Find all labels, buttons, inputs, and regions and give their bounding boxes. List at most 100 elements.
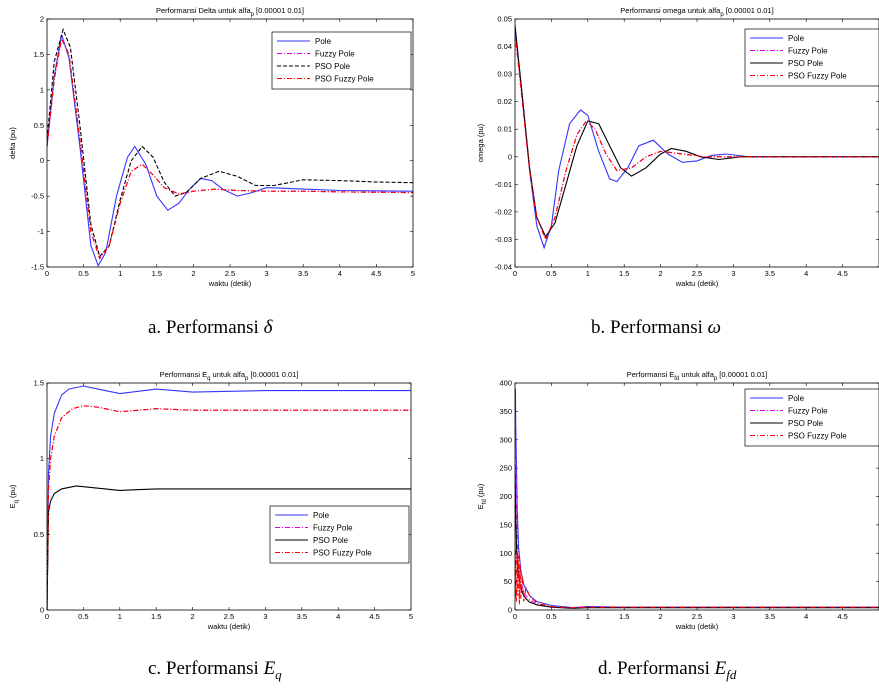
y-axis-label: omega (pu) (476, 123, 485, 162)
y-tick-label: 0.04 (497, 42, 512, 51)
legend-label-pso: PSO Pole (315, 62, 351, 71)
plot-frame (46, 382, 412, 611)
x-tick-label: 1.5 (151, 612, 161, 621)
series-line-pso (47, 27, 413, 258)
legend-label-psofuzzy: PSO Fuzzy Pole (788, 72, 847, 81)
y-tick-label: 0.02 (497, 97, 512, 106)
x-tick-label: 3.5 (298, 269, 308, 278)
y-tick-label: 100 (499, 549, 512, 558)
x-tick-label: 5 (409, 612, 413, 621)
legend-label-pso: PSO Pole (313, 536, 349, 545)
legend: Pole Fuzzy Pole PSO Pole PSO Fuzzy Pole (744, 28, 879, 87)
series-group (515, 388, 879, 609)
legend-label-psofuzzy: PSO Fuzzy Pole (788, 432, 847, 441)
series-line-pso (47, 485, 411, 610)
chart-title: Performansi Efd untuk alfap [0.00001 0.0… (627, 370, 768, 382)
y-tick-label: 2 (40, 15, 44, 24)
x-tick-label: 2.5 (692, 612, 702, 621)
plot-frame (514, 382, 879, 611)
x-axis-label: waktu (detik) (208, 279, 252, 288)
series-group (515, 24, 879, 250)
y-tick-label: 0.05 (497, 15, 512, 24)
legend-label-fuzzy: Fuzzy Pole (788, 47, 828, 56)
legend-label-pole: Pole (313, 511, 330, 520)
x-tick-label: 4.5 (371, 269, 381, 278)
caption-b: b. Performansi ω (591, 317, 721, 339)
caption-d-symbol: E (714, 658, 727, 679)
y-tick-label: -0.02 (495, 207, 512, 216)
chart-title: Performansi omega untuk alfap [0.00001 0… (620, 6, 773, 18)
y-tick-label: -0.01 (495, 180, 512, 189)
x-axis-label: waktu (detik) (675, 622, 719, 631)
y-tick-label: -1.5 (31, 263, 44, 272)
legend: Pole Fuzzy Pole PSO Pole PSO Fuzzy Pole (744, 388, 879, 447)
x-tick-label: 3 (731, 612, 735, 621)
x-tick-label: 0.5 (546, 612, 556, 621)
x-tick-label: 0.5 (546, 269, 556, 278)
plot-frame (514, 18, 879, 268)
caption-d-prefix: d. Performansi (598, 658, 715, 679)
series-line-psofuzzy (47, 37, 413, 260)
chart-omega: 0 0.5 1 1.5 2 2.5 3 3.5 4 4.5 -0.04 -0.03 -0.02 -0.01… (476, 6, 879, 288)
x-tick-label: 1 (586, 612, 590, 621)
caption-d: d. Performansi Efd (598, 658, 736, 684)
x-tick-label: 2.5 (692, 269, 702, 278)
x-tick-label: 3.5 (765, 612, 775, 621)
y-tick-label: 0.03 (497, 70, 512, 79)
y-tick-label: -0.03 (495, 235, 512, 244)
y-axis-label: Eq (pu) (8, 484, 20, 508)
y-tick-label: 400 (499, 379, 512, 388)
x-tick-label: 3.5 (765, 269, 775, 278)
y-axis-label: Efd (pu) (476, 483, 488, 509)
y-tick-label: 0.01 (497, 125, 512, 134)
series-line-pso (515, 27, 879, 238)
chart-title: Performansi Eq untuk alfap [0.00001 0.01… (160, 370, 299, 382)
x-tick-label: 4.5 (837, 269, 847, 278)
x-tick-label: 5 (411, 269, 415, 278)
series-group (47, 27, 413, 267)
y-tick-label: 0 (40, 156, 44, 165)
series-line-psofuzzy (515, 541, 879, 609)
y-tick-label: 0 (40, 606, 44, 615)
x-tick-label: 0 (513, 269, 517, 278)
x-tick-label: 1.5 (152, 269, 162, 278)
x-tick-label: 0 (513, 612, 517, 621)
y-tick-label: 50 (504, 577, 512, 586)
plot-frame (46, 18, 414, 268)
legend-label-pso: PSO Pole (788, 59, 824, 68)
x-tick-label: 3 (263, 612, 267, 621)
x-tick-label: 3.5 (297, 612, 307, 621)
x-tick-label: 4 (336, 612, 340, 621)
series-line-pso (515, 468, 879, 609)
x-tick-label: 3 (731, 269, 735, 278)
chart-eq: 0 0.5 1 1.5 2 2.5 3 3.5 4 4.5 5 0 0.5 1 1.5 Performansi… (8, 370, 413, 631)
y-tick-label: 1 (40, 85, 44, 94)
y-tick-label: -0.04 (495, 263, 512, 272)
x-tick-label: 1 (118, 269, 122, 278)
chart-delta: 0 0.5 1 1.5 2 2.5 3 3.5 4 4.5 5 -1.5 -1 -0.5 0 0.5 1 1.5 2… (8, 6, 415, 288)
x-tick-label: 2 (659, 269, 663, 278)
x-tick-label: 4 (804, 612, 808, 621)
y-tick-label: 0.5 (34, 530, 44, 539)
legend-label-fuzzy: Fuzzy Pole (315, 50, 355, 59)
legend-label-psofuzzy: PSO Fuzzy Pole (313, 549, 372, 558)
legend-label-fuzzy: Fuzzy Pole (788, 407, 828, 416)
y-tick-label: -1 (37, 227, 44, 236)
caption-c-sub: q (275, 666, 282, 682)
y-tick-label: 0 (508, 152, 512, 161)
x-tick-label: 1 (586, 269, 590, 278)
series-line-pole (515, 24, 879, 250)
x-tick-label: 2 (191, 612, 195, 621)
legend-label-pole: Pole (788, 34, 805, 43)
legend-label-psofuzzy: PSO Fuzzy Pole (315, 75, 374, 84)
x-tick-label: 4 (804, 269, 808, 278)
series-line-pole (47, 34, 413, 267)
legend-label-pso: PSO Pole (788, 419, 824, 428)
x-tick-label: 3 (265, 269, 269, 278)
x-axis-label: waktu (detik) (675, 279, 719, 288)
caption-c-prefix: c. Performansi (148, 658, 264, 679)
y-tick-label: 150 (499, 520, 512, 529)
x-tick-label: 4 (338, 269, 342, 278)
x-tick-label: 1.5 (619, 612, 629, 621)
